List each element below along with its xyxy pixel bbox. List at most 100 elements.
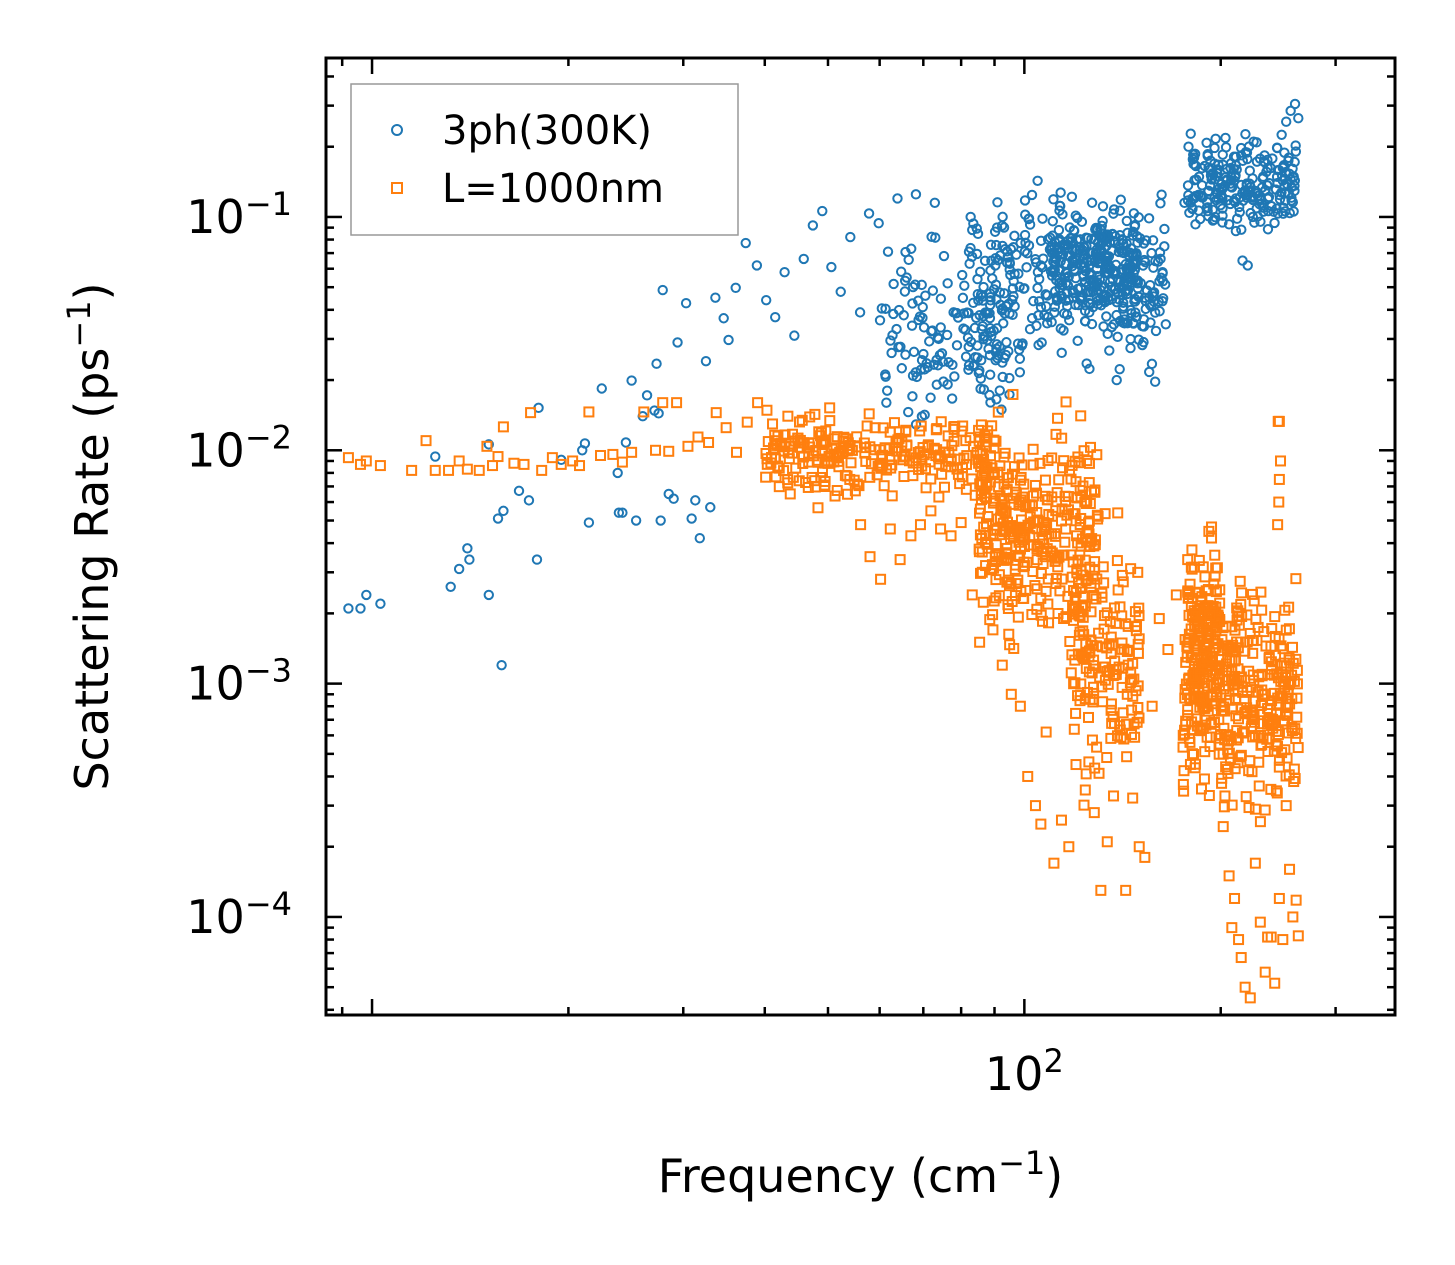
data-point <box>1113 294 1125 305</box>
data-point <box>1291 678 1303 690</box>
data-point <box>930 450 942 462</box>
data-point <box>1244 627 1256 639</box>
data-point <box>909 279 921 290</box>
data-point <box>1042 598 1054 610</box>
data-point <box>996 502 1008 514</box>
data-point <box>1009 563 1021 575</box>
data-point <box>700 355 712 367</box>
data-point <box>977 448 989 460</box>
data-point <box>1253 756 1265 768</box>
data-point <box>1269 977 1281 989</box>
data-point <box>1128 226 1139 238</box>
data-point <box>1186 544 1198 556</box>
data-point <box>894 554 906 566</box>
data-point <box>1226 621 1238 633</box>
data-point <box>1046 547 1058 559</box>
data-point <box>1133 841 1145 853</box>
data-point <box>997 505 1009 517</box>
y-tick-label: 10−1 <box>186 185 292 244</box>
data-point <box>1116 681 1128 693</box>
data-point <box>655 515 666 526</box>
data-point <box>973 435 985 447</box>
data-point <box>1237 255 1248 266</box>
data-point <box>1126 248 1138 260</box>
data-point <box>1126 308 1137 319</box>
data-point <box>641 390 653 401</box>
data-point <box>942 379 953 390</box>
data-point <box>1111 374 1122 386</box>
data-point <box>1247 211 1259 223</box>
data-point <box>1121 751 1133 763</box>
data-point <box>1054 205 1065 216</box>
data-point <box>1230 694 1242 706</box>
data-point <box>1028 516 1040 528</box>
data-point <box>1074 292 1086 303</box>
data-point <box>657 284 668 296</box>
data-point <box>1120 718 1132 730</box>
data-point <box>1064 314 1075 326</box>
data-point <box>1051 295 1063 306</box>
data-point <box>888 308 899 320</box>
data-point <box>1075 678 1087 690</box>
data-point <box>1183 141 1194 152</box>
data-point <box>963 360 975 371</box>
data-point <box>926 231 937 242</box>
data-point <box>672 337 683 348</box>
data-point <box>1273 633 1285 645</box>
data-point <box>1060 278 1072 289</box>
data-point <box>1205 717 1217 729</box>
data-point <box>1127 792 1139 804</box>
data-point <box>980 480 992 492</box>
data-point <box>1224 642 1236 654</box>
data-point <box>876 303 888 314</box>
axes <box>324 56 1397 1017</box>
data-point <box>1049 265 1060 276</box>
data-point <box>1049 307 1060 318</box>
data-point <box>911 371 922 383</box>
data-point <box>1185 652 1197 664</box>
data-point <box>881 397 892 408</box>
data-point <box>1252 190 1264 202</box>
data-point <box>1026 189 1038 201</box>
data-point <box>1203 790 1215 802</box>
data-point <box>626 446 638 458</box>
data-point <box>1156 189 1167 200</box>
data-point <box>869 444 881 456</box>
data-point <box>949 371 960 382</box>
data-point <box>1229 197 1241 208</box>
data-point <box>1236 587 1248 599</box>
data-point <box>1121 646 1133 658</box>
data-point <box>1098 321 1109 332</box>
legend-marker-square <box>391 182 403 194</box>
data-point <box>1191 174 1202 185</box>
data-point <box>1086 197 1098 208</box>
data-point <box>1257 173 1268 184</box>
data-point <box>1219 790 1231 802</box>
data-point <box>1086 233 1097 245</box>
data-point <box>974 636 986 648</box>
data-point <box>973 367 985 379</box>
data-point <box>1070 299 1081 311</box>
data-point <box>617 507 628 518</box>
data-point <box>536 464 548 476</box>
data-point <box>453 563 465 575</box>
data-point <box>886 459 898 471</box>
data-point <box>824 402 836 414</box>
data-point <box>1101 311 1112 322</box>
data-point <box>1027 490 1039 502</box>
data-point <box>1120 884 1132 896</box>
data-point <box>1054 585 1066 597</box>
data-point <box>1216 191 1228 203</box>
data-point <box>1274 194 1286 205</box>
data-point <box>1129 221 1140 232</box>
data-point <box>1121 215 1133 227</box>
data-point <box>483 439 494 450</box>
data-point <box>1001 472 1013 484</box>
data-point <box>1273 761 1285 773</box>
data-point <box>1118 301 1129 312</box>
data-point <box>492 513 504 524</box>
data-point <box>1032 266 1044 278</box>
data-point <box>1243 665 1255 677</box>
data-point <box>1019 246 1031 257</box>
data-point <box>1277 715 1289 727</box>
